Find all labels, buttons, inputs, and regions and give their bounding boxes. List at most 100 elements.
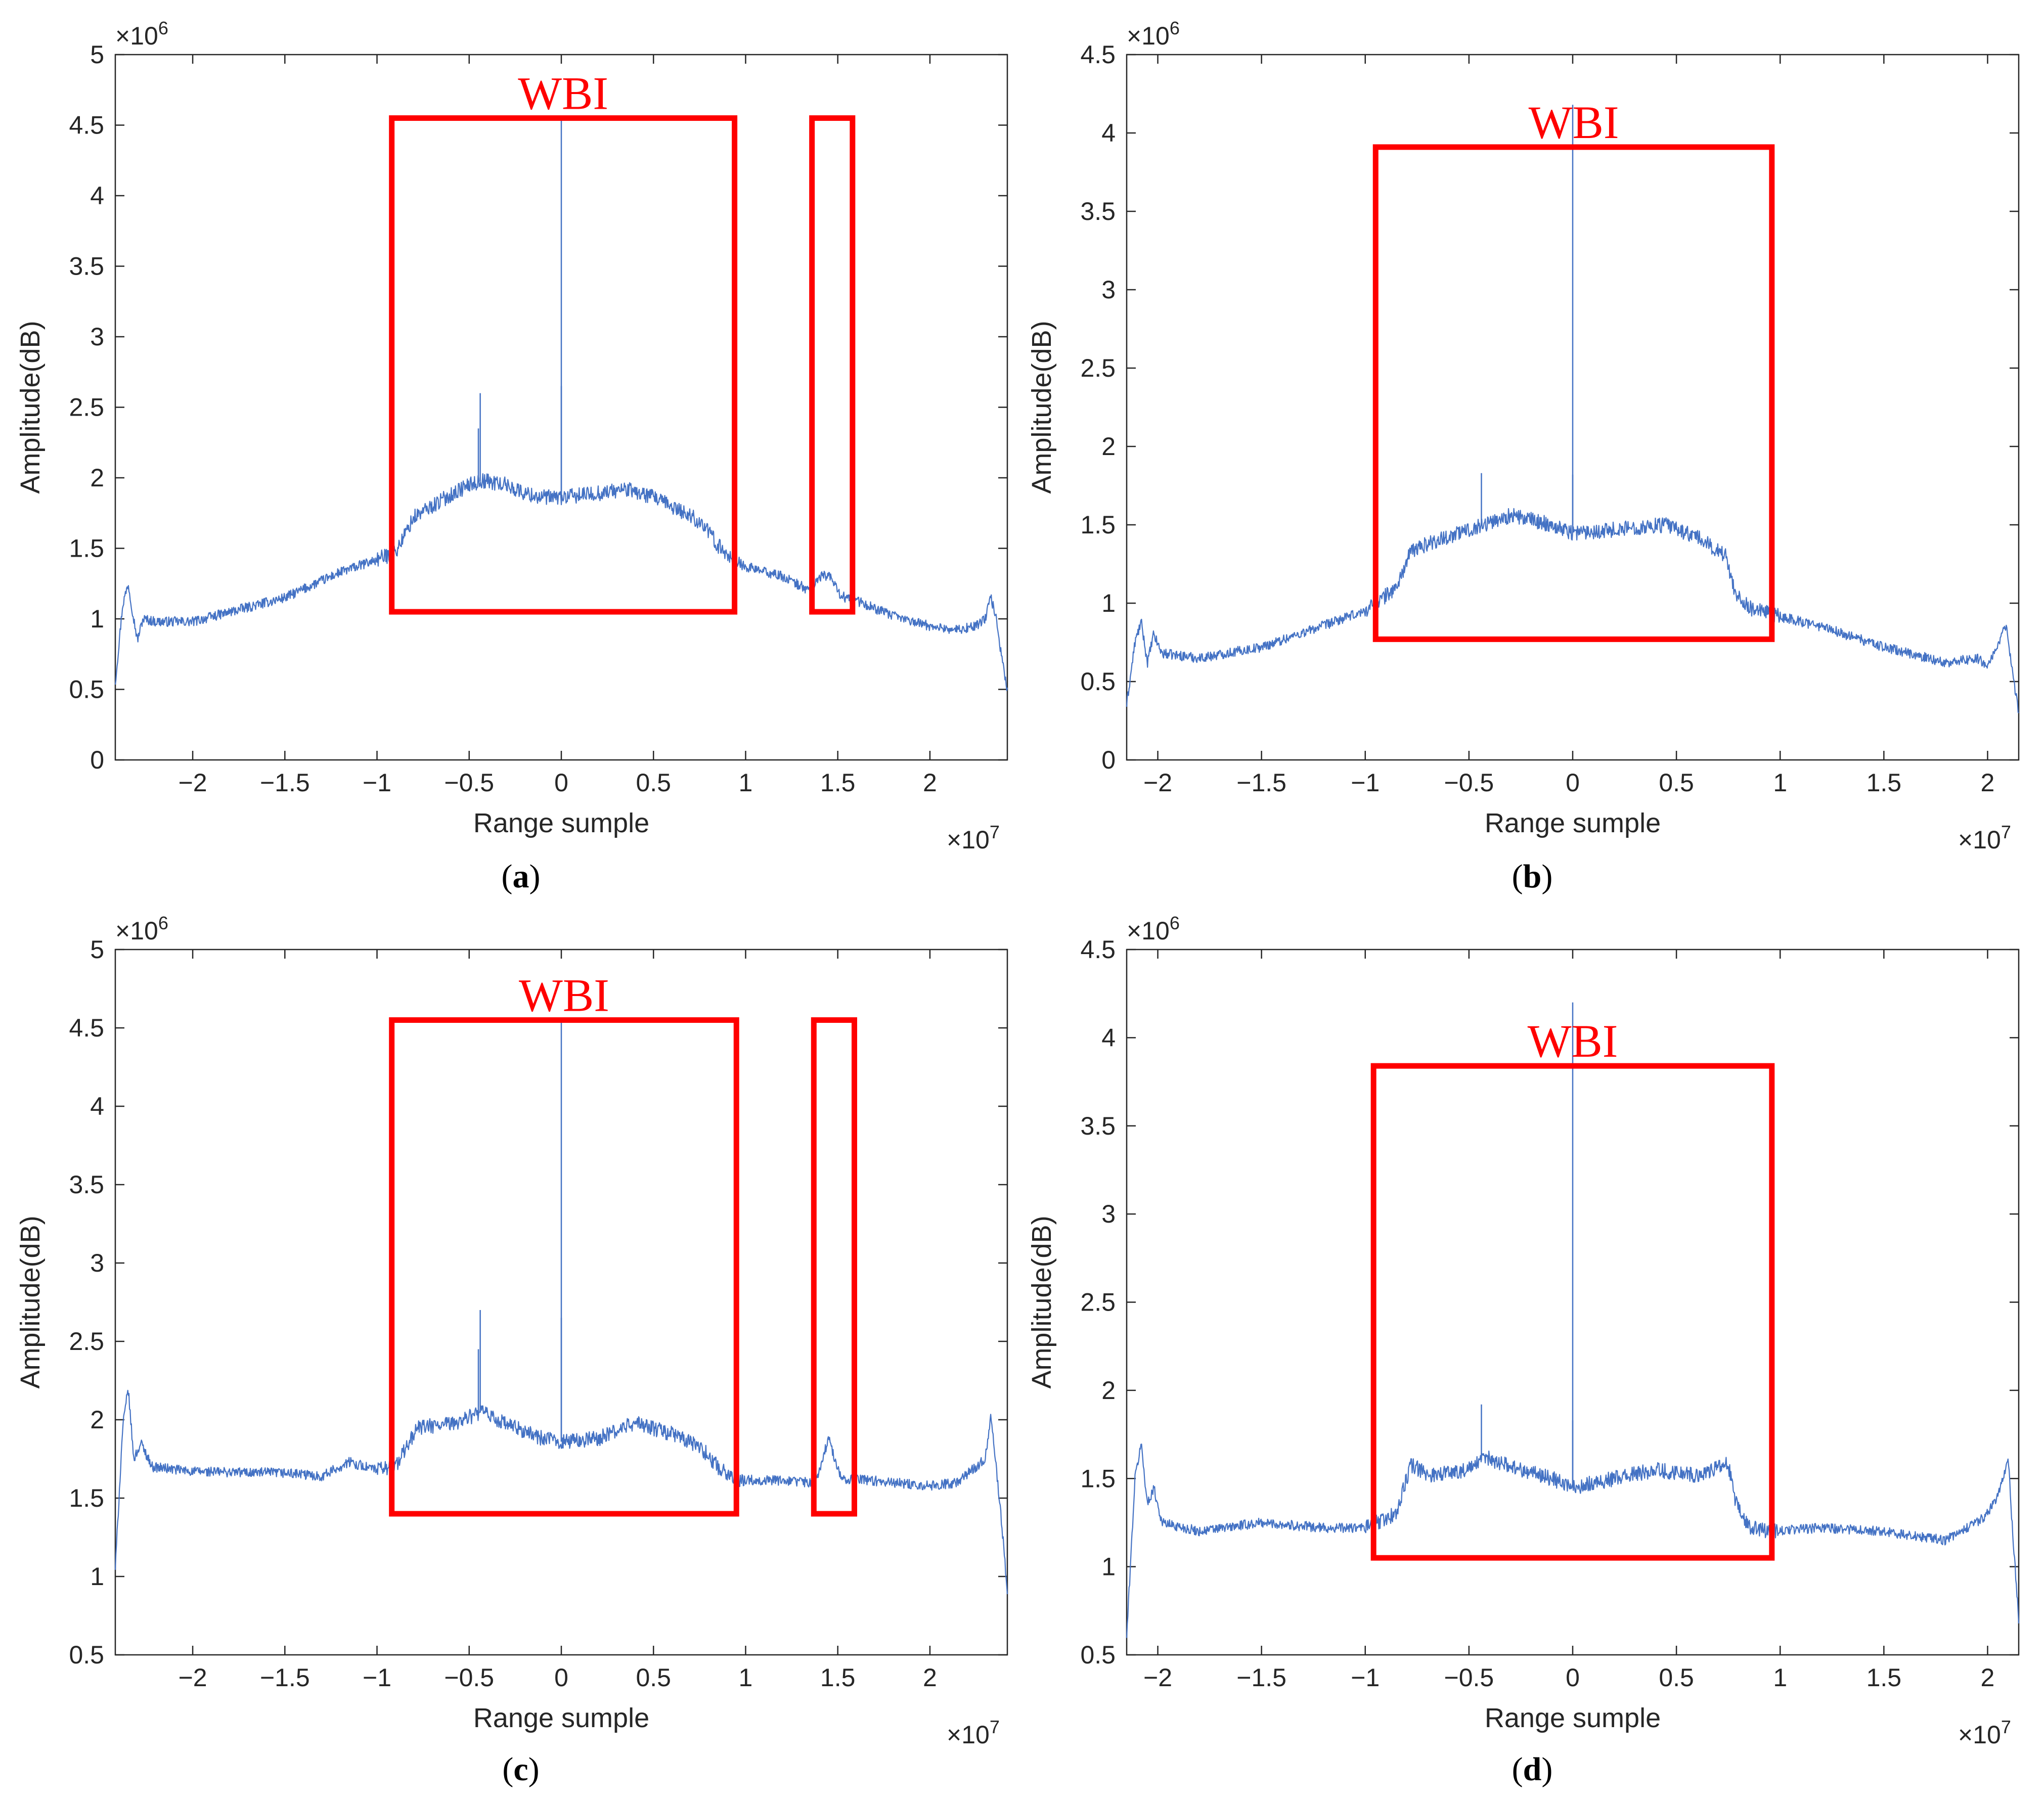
y-axis-label: Amplitude(dB) [1027, 321, 1057, 493]
y-exponent-label: ×106 [1127, 18, 1180, 50]
series-line-spectrum [114, 473, 1008, 691]
x-tick-label: −2 [179, 769, 207, 797]
y-tick-label: 3 [1101, 276, 1116, 304]
x-tick-label: −1 [363, 769, 391, 797]
x-tick-label: −0.5 [444, 1663, 494, 1692]
y-tick-label: 4 [90, 182, 104, 210]
y-tick-label: 0.5 [69, 1641, 104, 1669]
x-exponent-power: 7 [2001, 822, 2011, 842]
x-tick-label: 1 [739, 1663, 753, 1692]
y-tick-label: 3 [90, 323, 104, 351]
y-tick-label: 3.5 [1080, 197, 1116, 225]
y-tick-label: 2.5 [1080, 354, 1116, 382]
x-tick-label: 1.5 [820, 1663, 856, 1692]
x-tick-label: 0 [1566, 769, 1580, 797]
y-tick-label: 1 [90, 605, 104, 633]
chart-panel-b: −2 −1.5 −1 −0.5 0 0.5 1 1.5 2 0 0.5 1 1.5 2 2.5 3 3.5 4 4.… [1027, 18, 2020, 854]
y-tick-label: 1 [1101, 1553, 1116, 1581]
caption-d: (d) [1512, 1751, 1553, 1788]
x-tick-label: 0 [554, 769, 568, 797]
x-axis-label: Range sumple [473, 1703, 649, 1733]
wbi-annotation-box [811, 1017, 857, 1517]
y-exponent-power: 6 [1170, 913, 1180, 933]
wbi-annotation-box [809, 115, 856, 615]
x-tick-label: 1.5 [1867, 769, 1902, 797]
caption-c: (c) [502, 1751, 540, 1788]
x-tick-label: 1.5 [1867, 1663, 1902, 1692]
y-tick-label: 4.5 [69, 111, 104, 140]
x-tick-label: −1.5 [260, 769, 310, 797]
y-tick-label: 5 [90, 40, 104, 69]
x-tick-label: 0.5 [1659, 1663, 1694, 1692]
x-tick-label: 2 [1981, 1663, 1995, 1692]
y-exponent-label: ×106 [115, 18, 168, 50]
y-tick-label: 2 [1101, 1376, 1116, 1405]
x-tick-label: 1 [739, 769, 753, 797]
y-tick-label: 1 [1101, 589, 1116, 617]
y-exponent-label: ×106 [1127, 913, 1180, 945]
x-exponent-power: 7 [2001, 1717, 2011, 1737]
x-exponent-power: 7 [990, 1717, 1000, 1737]
x-tick-label: 1.5 [820, 769, 856, 797]
y-exponent-power: 6 [1170, 18, 1180, 38]
y-tick-label: 2 [90, 1406, 104, 1434]
x-tick-label: −1 [363, 1663, 391, 1692]
y-tick-label: 2 [90, 464, 104, 492]
x-tick-label: 1 [1773, 1663, 1787, 1692]
x-tick-label: −0.5 [1444, 1663, 1494, 1692]
y-tick-label: 1.5 [1080, 511, 1116, 539]
y-tick-label: 3.5 [69, 252, 104, 281]
y-axis-label: Amplitude(dB) [1027, 1215, 1057, 1388]
x-tick-label: 0.5 [1659, 769, 1694, 797]
x-tick-label: 0 [554, 1663, 568, 1692]
chart-panel-a: −2 −1.5 −1 −0.5 0 0.5 1 1.5 2 0 0.5 1 1.5 2 2.5 3 3.5 4 4.… [15, 18, 1008, 854]
x-tick-label: 2 [923, 769, 937, 797]
y-tick-label: 3 [90, 1249, 104, 1277]
y-tick-label: 3 [1101, 1200, 1116, 1228]
series-line-spectrum [114, 1389, 1008, 1594]
x-exponent-label: ×107 [1958, 822, 2011, 854]
x-tick-label: −2 [1143, 769, 1172, 797]
x-tick-label: −1.5 [260, 1663, 310, 1692]
x-tick-label: −1.5 [1236, 1663, 1286, 1692]
y-tick-label: 0.5 [69, 675, 104, 704]
caption-b: (b) [1512, 858, 1553, 895]
wbi-annotation-box [1370, 1063, 1775, 1561]
wbi-label: WBI [518, 68, 608, 119]
wbi-label: WBI [1528, 1015, 1618, 1067]
y-axis-label: Amplitude(dB) [15, 1215, 46, 1388]
x-axis-label: Range sumple [1485, 1703, 1661, 1733]
x-tick-label: −2 [1143, 1663, 1172, 1692]
y-tick-label: 0.5 [1080, 1641, 1116, 1669]
chart-panel-c: −2 −1.5 −1 −0.5 0 0.5 1 1.5 2 0.5 1 1.5 2 2.5 3 3.5 4 4.5… [15, 913, 1008, 1749]
x-tick-label: 2 [1981, 769, 1995, 797]
y-tick-label: 1.5 [69, 1484, 104, 1512]
x-axis-label: Range sumple [473, 808, 649, 838]
x-tick-label: −2 [179, 1663, 207, 1692]
y-tick-label: 2.5 [69, 1327, 104, 1356]
y-exponent-label: ×106 [115, 913, 168, 945]
x-axis-label: Range sumple [1485, 808, 1661, 838]
x-exponent-power: 7 [990, 822, 1000, 842]
y-tick-label: 2 [1101, 432, 1116, 461]
y-tick-label: 2.5 [1080, 1288, 1116, 1317]
x-exponent-label: ×107 [947, 822, 1000, 854]
y-tick-label: 0 [1101, 746, 1116, 774]
wbi-label: WBI [1529, 97, 1619, 148]
x-tick-label: −0.5 [1444, 769, 1494, 797]
x-tick-label: 0.5 [636, 769, 671, 797]
x-tick-label: 1 [1773, 769, 1787, 797]
x-exponent-label: ×107 [1958, 1717, 2011, 1749]
y-tick-label: 4.5 [69, 1014, 104, 1042]
wbi-annotation-box [1372, 144, 1775, 642]
y-tick-label: 0 [90, 746, 104, 774]
wbi-label: WBI [519, 970, 609, 1021]
y-tick-label: 4.5 [1080, 40, 1116, 69]
y-tick-label: 1.5 [69, 534, 104, 563]
x-tick-label: −1.5 [1236, 769, 1286, 797]
x-tick-label: 2 [923, 1663, 937, 1692]
series-line-spectrum [1126, 508, 2019, 713]
x-tick-label: −1 [1351, 769, 1380, 797]
y-tick-label: 1.5 [1080, 1464, 1116, 1493]
x-tick-label: 0 [1566, 1663, 1580, 1692]
